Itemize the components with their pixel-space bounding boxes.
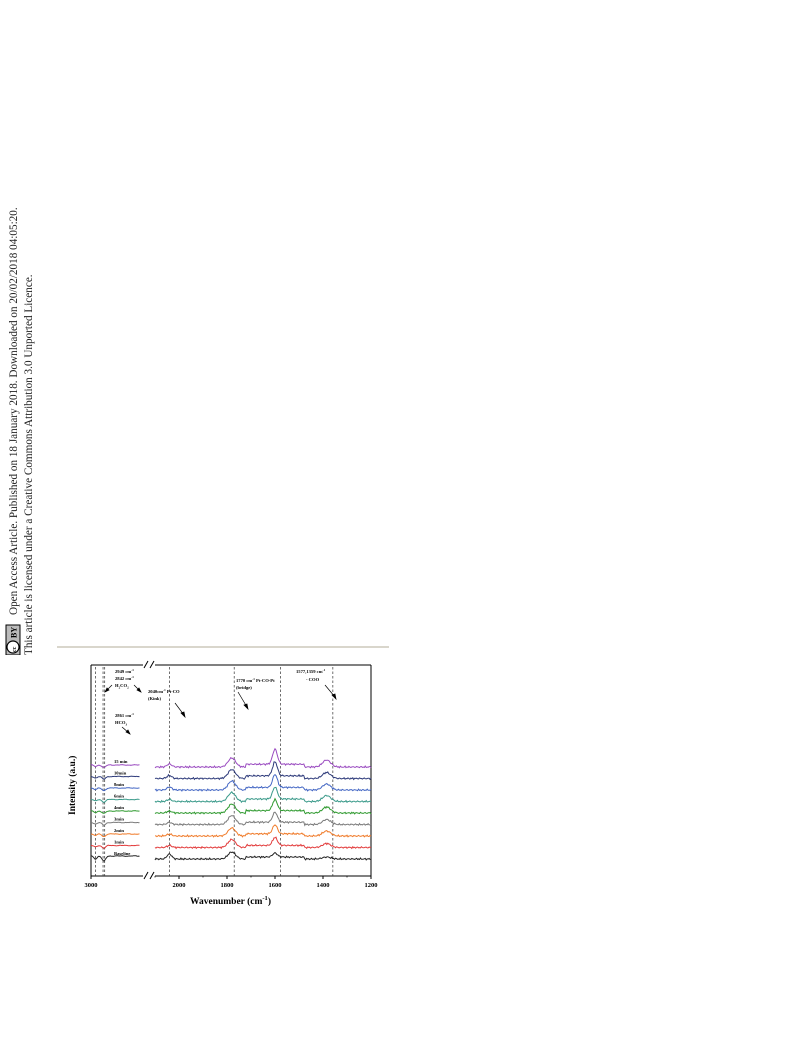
spectrum-line-left xyxy=(90,787,140,792)
x-ticks: 3000 2000 1800 1600 1400 1200 xyxy=(85,876,378,889)
svg-text:(Kink): (Kink) xyxy=(148,696,161,701)
svg-text:2949 cm-1: 2949 cm-1 xyxy=(115,668,134,674)
spectrum-line xyxy=(154,774,372,792)
series-label: 15 min xyxy=(114,759,128,764)
svg-text:2040cm-1 Pt-CO: 2040cm-1 Pt-CO xyxy=(148,688,180,694)
x-tick-label: 3000 xyxy=(85,882,98,889)
spectrum-line-left xyxy=(90,821,140,826)
spectrum-line xyxy=(154,851,371,861)
spectrum-line xyxy=(154,836,372,850)
by-badge-label: BY xyxy=(10,627,19,638)
series-label: Baseline xyxy=(114,851,130,856)
spectrum-line-left xyxy=(90,764,140,768)
series-label: 6min xyxy=(114,794,124,799)
section-divider xyxy=(57,646,389,648)
spectrum-line-left xyxy=(90,833,140,837)
notice-line2: This article is licensed under a Creativ… xyxy=(23,274,35,655)
x-tick-label: 1800 xyxy=(221,882,234,889)
spectrum-line xyxy=(155,824,372,838)
annotation-arrows xyxy=(104,684,337,735)
spectrum-line xyxy=(154,811,372,827)
spectrum-line xyxy=(154,761,372,781)
svg-text:HCO3: HCO3 xyxy=(115,720,127,727)
spectrum-line-left xyxy=(90,810,140,814)
annotation-coo: 1577,1359 cm-1 - COO xyxy=(296,668,326,682)
series-label: 1min xyxy=(114,840,124,845)
svg-text:2861 cm-1: 2861 cm-1 xyxy=(115,712,134,718)
cc-badge-label: cc xyxy=(12,646,18,652)
series-label: 10min xyxy=(114,771,127,776)
spectrum-line-left xyxy=(90,775,140,780)
annotation-h2co2: 2949 cm-1 2842 cm-1 H2CO2 xyxy=(115,668,134,690)
svg-text:2842 cm-1: 2842 cm-1 xyxy=(115,675,134,681)
svg-text:1770 cm-1 Pt-CO-Pt: 1770 cm-1 Pt-CO-Pt xyxy=(236,677,275,683)
ftir-spectra-chart: Baseline 1min 2min 3min 4min 6min 8min 10min 15 … xyxy=(67,660,378,907)
axis-break-bottom xyxy=(143,871,155,880)
license-notice: Open Access Article. Published on 18 Jan… xyxy=(5,207,35,655)
svg-text:1577,1359 cm-1: 1577,1359 cm-1 xyxy=(296,668,326,674)
x-tick-label: 1200 xyxy=(365,882,378,889)
spectrum-line xyxy=(154,747,372,769)
cc-icon xyxy=(6,640,20,654)
x-tick-label: 2000 xyxy=(173,882,186,889)
y-axis-label: Intensity (a.u.) xyxy=(67,756,78,815)
svg-text:- COO: - COO xyxy=(306,677,320,682)
series-label: 4min xyxy=(114,805,124,810)
annotation-bridge: 1770 cm-1 Pt-CO-Pt (bridge) xyxy=(236,677,275,690)
series-labels: Baseline 1min 2min 3min 4min 6min 8min 10min 15 … xyxy=(114,759,130,856)
annotation-hco3: 2861 cm-1 HCO3 xyxy=(115,712,134,727)
spectrum-line xyxy=(154,797,372,815)
series-label: 2min xyxy=(114,828,124,833)
notice-line1: Open Access Article. Published on 18 Jan… xyxy=(8,207,20,615)
spectrum-line-left xyxy=(90,855,140,862)
spectrum-line-left xyxy=(90,798,140,803)
svg-text:(bridge): (bridge) xyxy=(236,685,252,690)
x-tick-label: 1400 xyxy=(317,882,330,889)
svg-text:H2CO2: H2CO2 xyxy=(115,683,129,690)
x-axis-label: Wavenumber (cm-1) xyxy=(190,895,271,907)
x-tick-label: 1600 xyxy=(269,882,282,889)
spectrum-line xyxy=(154,786,372,804)
series-label: 8min xyxy=(114,782,124,787)
spectrum-line-left xyxy=(91,844,140,849)
annotation-kink: 2040cm-1 Pt-CO (Kink) xyxy=(148,688,180,701)
series-label: 3min xyxy=(114,817,124,822)
axis-break-top xyxy=(143,660,155,669)
spectra-series xyxy=(90,747,372,862)
